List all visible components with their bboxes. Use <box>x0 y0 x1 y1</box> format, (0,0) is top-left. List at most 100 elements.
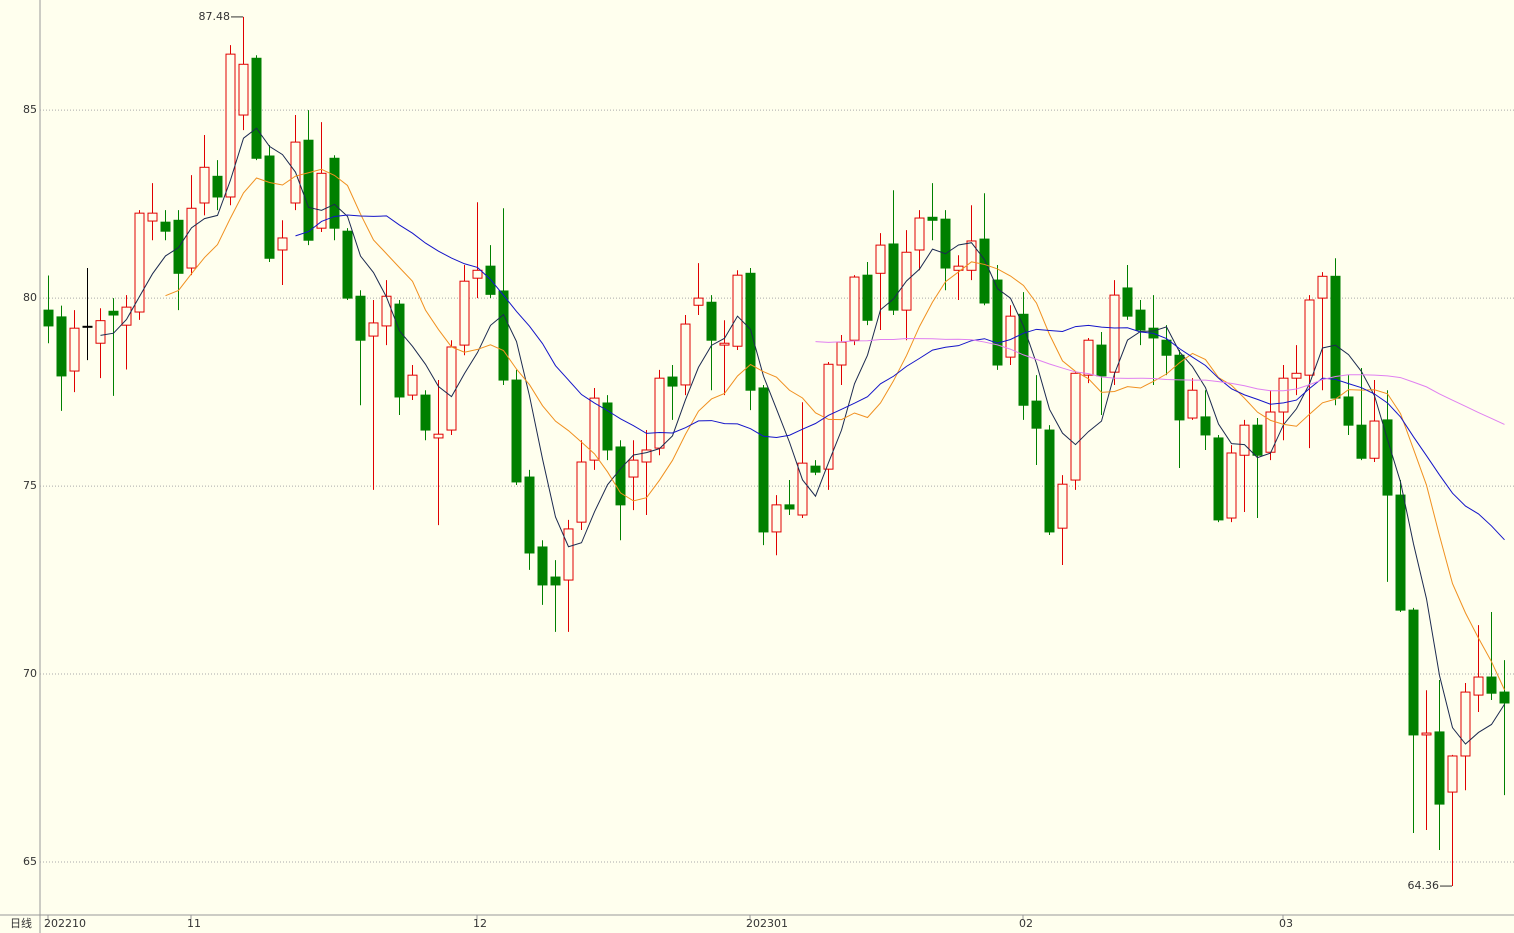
y-tick-label: 80 <box>23 291 37 304</box>
candle-body <box>1434 731 1445 805</box>
candle-body <box>641 449 652 463</box>
candle-body <box>1356 424 1367 459</box>
candle-body <box>82 325 93 328</box>
candle-body <box>225 53 236 198</box>
candle-body <box>810 465 821 473</box>
y-tick-label: 75 <box>23 479 37 492</box>
candle-body <box>1408 609 1419 736</box>
candle-body <box>992 279 1003 366</box>
candle-body <box>160 221 171 232</box>
candle-body <box>667 376 678 387</box>
candle-body <box>264 155 275 259</box>
candle-body <box>1135 309 1146 331</box>
candle-body <box>628 459 639 478</box>
candle-body <box>238 63 249 116</box>
candle-body <box>498 290 509 381</box>
candle-body <box>1473 676 1484 696</box>
candle-body <box>1395 494 1406 611</box>
candle-body <box>1161 339 1172 356</box>
candle-body <box>303 139 314 241</box>
candle-body <box>875 244 886 274</box>
candle-body <box>1486 676 1497 694</box>
candle-body <box>719 342 730 346</box>
candle-body <box>134 212 145 313</box>
candle-body <box>394 303 405 398</box>
candle-body <box>888 243 899 311</box>
candle-body <box>1083 339 1094 376</box>
candle-body <box>459 280 470 346</box>
x-tick-label: 202210 <box>44 917 86 930</box>
x-tick-label: 11 <box>187 917 201 930</box>
annotation: 87.48 <box>199 10 231 23</box>
x-tick-label: 202301 <box>746 917 788 930</box>
candle-body <box>862 274 873 321</box>
candle-body <box>56 316 67 377</box>
candle-body <box>329 157 340 229</box>
candle-body <box>576 461 587 523</box>
candle-body <box>550 576 561 586</box>
candle-body <box>1252 424 1263 456</box>
period-label: 日线 <box>10 916 32 930</box>
candle-body <box>121 306 132 326</box>
candle-body <box>1369 420 1380 459</box>
candle-body <box>472 269 483 279</box>
candle-body <box>1096 344 1107 377</box>
candle-body <box>1200 416 1211 436</box>
candle-body <box>589 397 600 461</box>
candle-body <box>212 175 223 198</box>
moving-average <box>815 338 1505 425</box>
candle-body <box>1018 313 1029 406</box>
candle-body <box>1291 372 1302 379</box>
candle-body <box>836 341 847 366</box>
candle-body <box>1460 691 1471 757</box>
y-tick-label: 65 <box>23 855 37 868</box>
candle-body <box>446 346 457 431</box>
candle-body <box>615 446 626 506</box>
candle-body <box>745 272 756 391</box>
candle-body <box>563 528 574 581</box>
candle-body <box>1343 396 1354 426</box>
candle-body <box>277 237 288 251</box>
candle-body <box>1070 372 1081 481</box>
candle-body <box>602 402 613 451</box>
candle-body <box>1122 287 1133 317</box>
candle-body <box>485 265 496 295</box>
candle-body <box>1187 389 1198 419</box>
candle-body <box>524 476 535 554</box>
annotation: 64.36 <box>1408 879 1440 892</box>
candle-body <box>511 379 522 483</box>
candle-body <box>693 297 704 306</box>
candle-body <box>940 218 951 269</box>
candle-body <box>914 217 925 251</box>
candle-body <box>1213 437 1224 521</box>
candle-body <box>537 546 548 586</box>
moving-average <box>165 168 1505 691</box>
x-tick-label: 12 <box>473 917 487 930</box>
candle-body <box>199 166 210 204</box>
candle-body <box>1057 483 1068 529</box>
candle-body <box>1174 354 1185 421</box>
candle-body <box>342 230 353 299</box>
candle-body <box>654 377 665 449</box>
candle-body <box>732 274 743 347</box>
candle-body <box>1382 419 1393 496</box>
candle-body <box>433 433 444 439</box>
candle-body <box>316 172 327 229</box>
candle-body <box>706 301 717 341</box>
candle-body <box>1330 275 1341 399</box>
candle-body <box>1278 377 1289 413</box>
candle-body <box>1447 755 1458 793</box>
candle-body <box>368 322 379 337</box>
candle-body <box>1031 400 1042 429</box>
candle-body <box>1226 452 1237 519</box>
candle-body <box>1499 691 1510 704</box>
candle-body <box>186 207 197 269</box>
candle-body <box>979 238 990 304</box>
candle-body <box>95 320 106 344</box>
candle-body <box>1109 294 1120 373</box>
candle-body <box>147 212 158 222</box>
moving-average <box>100 127 1505 745</box>
candle-body <box>1005 315 1016 358</box>
candle-body <box>771 504 782 533</box>
